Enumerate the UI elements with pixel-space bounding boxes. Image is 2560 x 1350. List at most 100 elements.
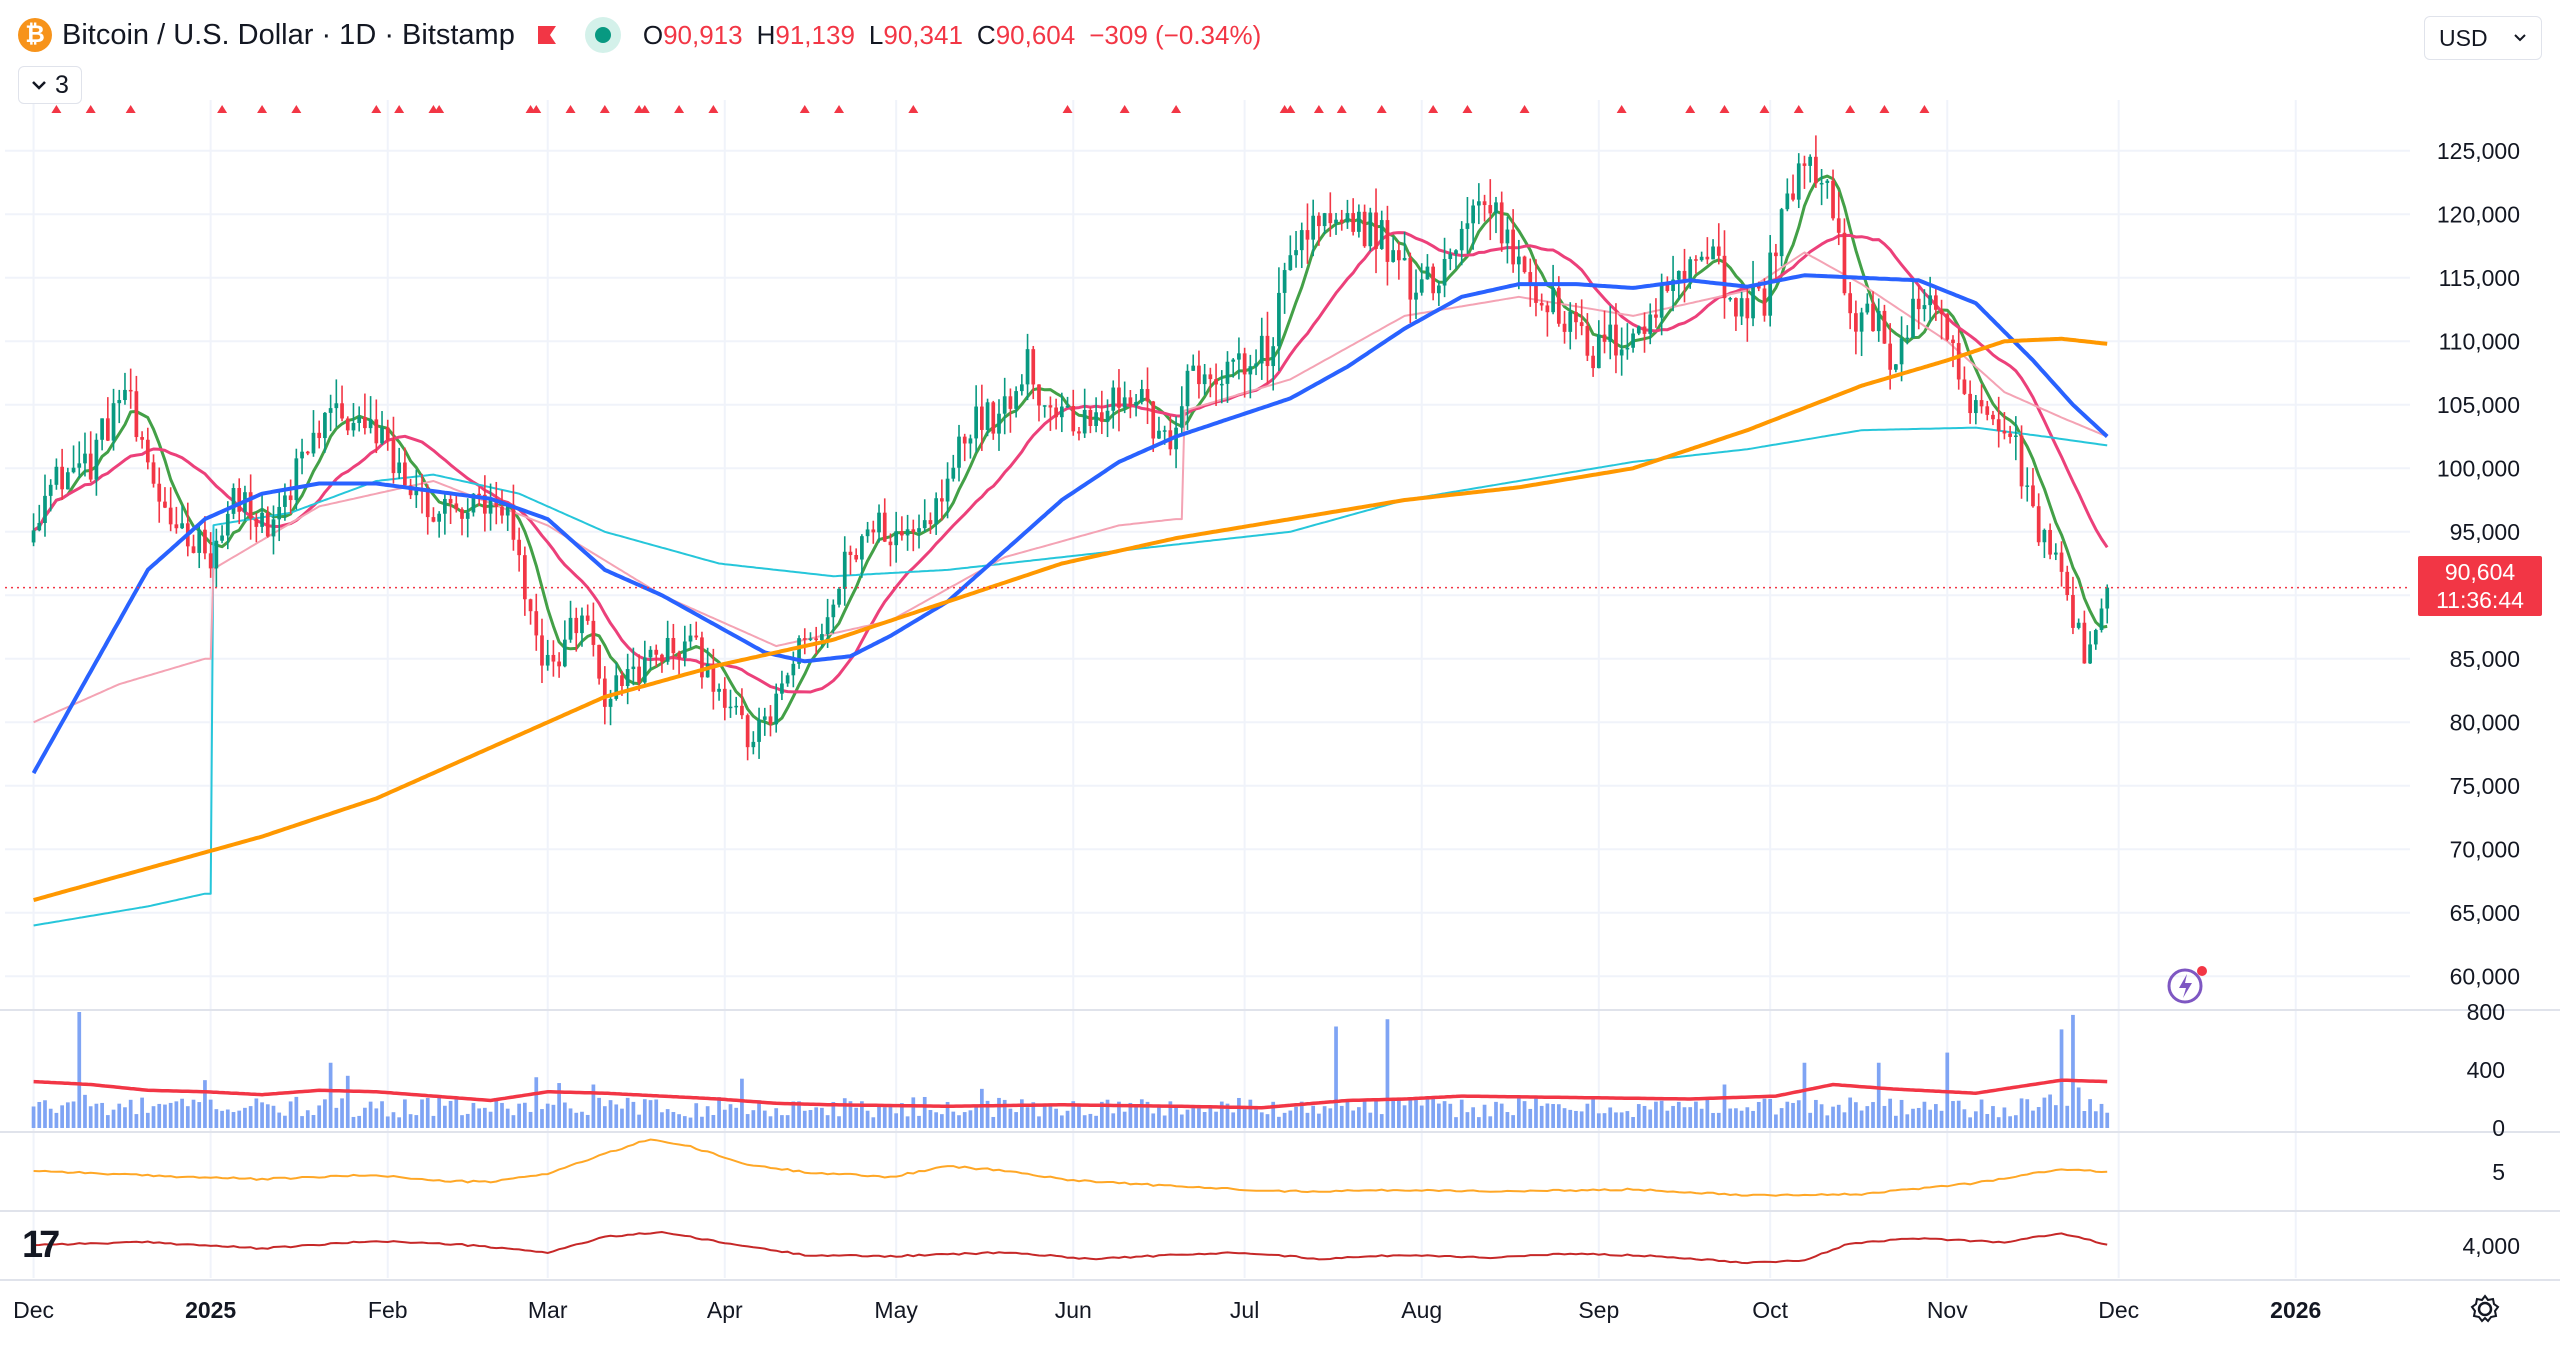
volume-bar — [443, 1105, 447, 1128]
candle — [437, 511, 442, 538]
volume-bar — [808, 1110, 813, 1128]
volume-bar — [1151, 1113, 1156, 1128]
volume-bar — [1425, 1098, 1430, 1128]
candle — [540, 618, 544, 684]
indicators-collapse-button[interactable]: 3 — [18, 66, 82, 104]
volume-bar — [145, 1112, 150, 1128]
candle — [1345, 199, 1350, 229]
gear-icon[interactable] — [2470, 1294, 2500, 1324]
volume-bar — [1779, 1108, 1784, 1128]
candle — [294, 448, 299, 510]
volume-bar — [1522, 1101, 1527, 1128]
volume-bar — [1979, 1099, 1984, 1128]
bitcoin-icon[interactable]: ₿ — [18, 18, 52, 52]
volume-bar — [345, 1075, 350, 1128]
sparkle-lightning-icon[interactable] — [2158, 964, 2212, 1008]
event-marker — [799, 105, 810, 113]
candle — [1699, 251, 1704, 262]
candle — [522, 546, 527, 616]
volume-bar — [2036, 1107, 2041, 1128]
candle — [968, 434, 973, 459]
volume-bar — [1636, 1104, 1641, 1128]
volume-bar — [185, 1106, 190, 1128]
candle — [1722, 230, 1727, 319]
volume-bar — [2019, 1098, 2024, 1128]
currency-selector[interactable]: USD — [2424, 16, 2542, 60]
candle — [1591, 346, 1595, 377]
volume-bar — [1642, 1105, 1647, 1128]
symbol-title[interactable]: Bitcoin / U.S. Dollar · 1D · Bitstamp — [62, 18, 515, 51]
volume-bar — [1248, 1099, 1253, 1128]
price-axis-label: 115,000 — [2439, 265, 2520, 291]
volume-bar — [1391, 1098, 1396, 1128]
candle — [1374, 188, 1378, 274]
candle — [1762, 278, 1767, 322]
volume-bar — [414, 1115, 419, 1128]
volume-bar — [1494, 1101, 1498, 1128]
volume-bar — [2031, 1110, 2035, 1128]
candle — [517, 527, 521, 572]
event-marker — [1119, 105, 1130, 113]
candle — [545, 639, 550, 671]
price-axis-label: 75,000 — [2450, 773, 2520, 799]
chevron-down-icon — [32, 81, 46, 90]
tradingview-logo[interactable]: 17 — [22, 1224, 60, 1266]
candle — [1636, 325, 1641, 336]
volume-bar — [1511, 1115, 1515, 1128]
volume-bar — [1094, 1115, 1098, 1128]
candle — [345, 416, 350, 436]
volume-bar — [123, 1107, 127, 1128]
volume-bar — [1751, 1110, 1755, 1128]
flag-icon[interactable] — [535, 23, 559, 47]
volume-bar — [134, 1114, 139, 1128]
volume-bar — [1054, 1108, 1058, 1128]
event-marker — [674, 105, 685, 113]
volume-bar — [1048, 1103, 1053, 1128]
candle — [911, 519, 916, 552]
candle — [1008, 388, 1013, 433]
candle — [1642, 312, 1647, 353]
volume-bar — [2076, 1087, 2081, 1128]
volume-bar — [762, 1110, 767, 1128]
candle — [974, 385, 978, 453]
volume-bar — [1654, 1101, 1658, 1128]
volume-bar — [1122, 1111, 1127, 1128]
indicator-count: 3 — [55, 70, 69, 99]
candle — [1122, 381, 1127, 414]
candle — [991, 400, 996, 440]
price-axis-label: 70,000 — [2450, 836, 2520, 862]
time-axis-label: Jul — [1230, 1297, 1259, 1323]
candle — [1065, 396, 1070, 408]
candle — [1299, 222, 1304, 269]
candle — [1716, 223, 1721, 265]
volume-bar — [1716, 1112, 1721, 1128]
volume-bar — [591, 1084, 596, 1128]
candle — [745, 713, 750, 761]
volume-bar — [500, 1102, 504, 1128]
market-status-icon[interactable] — [584, 17, 621, 53]
volume-bar — [1785, 1101, 1790, 1128]
candle — [1322, 212, 1327, 234]
candle — [248, 474, 253, 540]
candle — [1596, 320, 1601, 369]
volume-bar — [363, 1107, 367, 1128]
event-marker — [565, 105, 576, 113]
volume-bar — [671, 1112, 676, 1128]
volume-bar — [1191, 1105, 1196, 1128]
candle — [671, 623, 676, 670]
candle — [1397, 241, 1401, 280]
candle — [1688, 256, 1693, 289]
time-axis-label: Dec — [13, 1297, 54, 1323]
volume-bar — [494, 1097, 499, 1128]
volume-bar — [631, 1101, 636, 1128]
volume-bar — [551, 1104, 556, 1128]
volume-bar — [1911, 1108, 1915, 1128]
candle — [1894, 364, 1898, 373]
candle — [1585, 313, 1590, 362]
candle — [979, 384, 984, 451]
ohlc-key: H — [756, 19, 776, 50]
volume-bar — [517, 1103, 521, 1128]
volume-bar — [1676, 1101, 1681, 1128]
volume-bar — [317, 1105, 322, 1128]
